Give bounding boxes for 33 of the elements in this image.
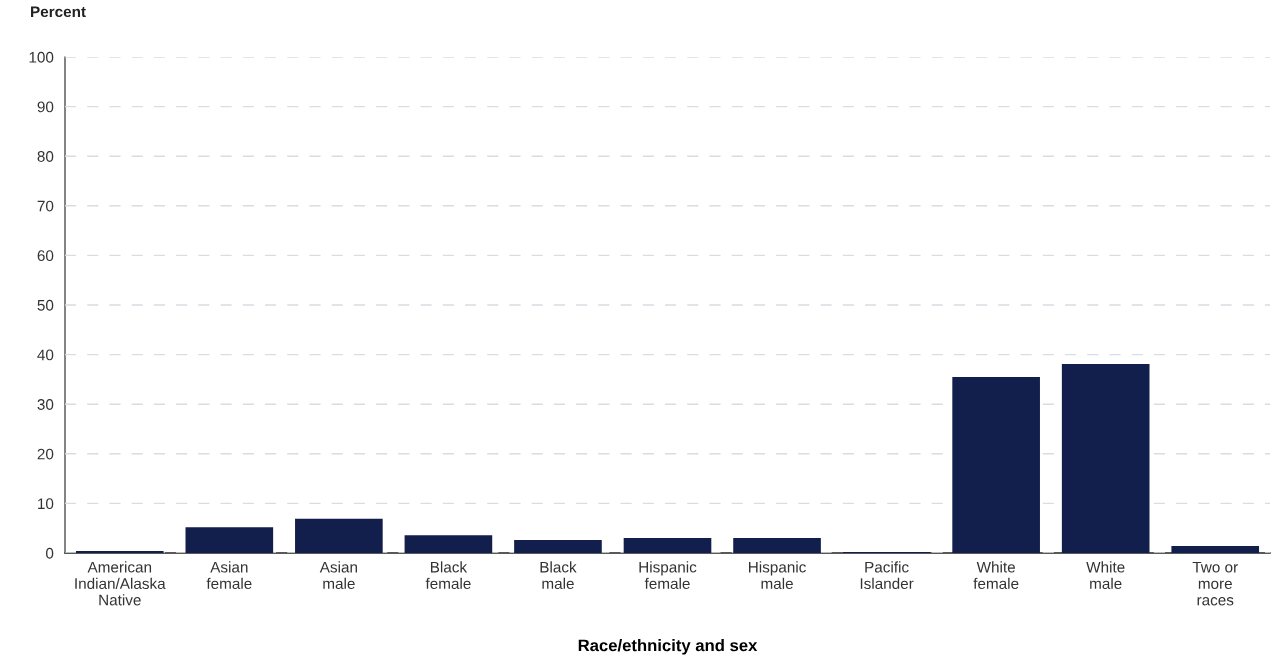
x-tick-label: White male xyxy=(1086,561,1125,590)
y-tick-label: 50 xyxy=(37,299,54,311)
y-tick-label: 70 xyxy=(37,200,54,212)
x-tick-label: Two or more races xyxy=(1192,561,1238,606)
y-tick-label: 80 xyxy=(37,151,54,162)
x-tick-label: Black female xyxy=(425,561,471,590)
x-tick-label: Black male xyxy=(540,561,577,590)
bar xyxy=(404,535,493,553)
bar xyxy=(514,540,602,553)
y-tick-label: 100 xyxy=(29,51,54,63)
y-tick-label: 40 xyxy=(37,349,54,361)
x-axis-title: Race/ethnicity and sex xyxy=(578,639,758,655)
y-tick-label: 0 xyxy=(45,547,54,559)
bar xyxy=(1171,546,1260,553)
x-tick-label: Hispanic female xyxy=(639,561,697,590)
x-tick-label: Asian female xyxy=(206,561,252,590)
y-tick-label: 10 xyxy=(38,498,54,510)
x-tick-label: American Indian/Alaska Native xyxy=(75,561,166,606)
bar xyxy=(1061,364,1150,553)
x-tick-label: White female xyxy=(973,561,1019,590)
bar xyxy=(295,518,383,553)
y-tick-label: 30 xyxy=(37,399,54,410)
y-axis-title: Percent xyxy=(31,6,86,18)
x-tick-label: Asian male xyxy=(319,561,357,590)
y-tick-label: 60 xyxy=(37,250,54,262)
bar xyxy=(952,376,1040,553)
y-tick-label: 20 xyxy=(37,448,54,460)
y-tick-label: 90 xyxy=(37,101,54,113)
x-tick-label: Pacific Islander xyxy=(860,561,914,590)
bar xyxy=(185,527,274,553)
bar xyxy=(733,538,821,553)
bar xyxy=(623,538,712,553)
x-tick-label: Hispanic male xyxy=(749,561,806,590)
